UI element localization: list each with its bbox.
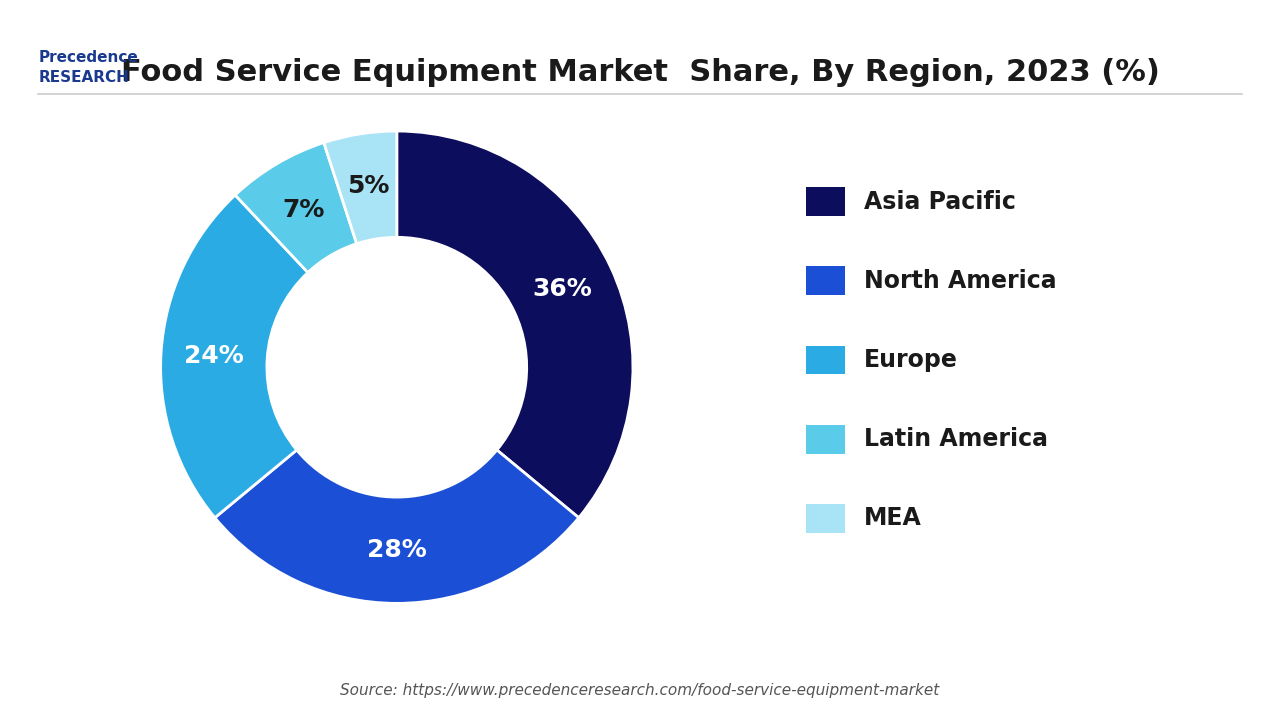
- Text: 36%: 36%: [532, 277, 593, 301]
- Text: Food Service Equipment Market  Share, By Region, 2023 (%): Food Service Equipment Market Share, By …: [120, 58, 1160, 86]
- Text: MEA: MEA: [864, 506, 922, 531]
- Text: Source: https://www.precedenceresearch.com/food-service-equipment-market: Source: https://www.precedenceresearch.c…: [340, 683, 940, 698]
- Text: Precedence
RESEARCH: Precedence RESEARCH: [38, 50, 138, 85]
- Text: Europe: Europe: [864, 348, 957, 372]
- Wedge shape: [215, 450, 579, 603]
- Wedge shape: [397, 131, 632, 518]
- Text: 24%: 24%: [184, 343, 244, 368]
- Wedge shape: [236, 143, 357, 272]
- Text: 28%: 28%: [367, 539, 426, 562]
- Text: Latin America: Latin America: [864, 427, 1048, 451]
- Wedge shape: [324, 131, 397, 243]
- Wedge shape: [161, 195, 308, 518]
- Text: 5%: 5%: [347, 174, 389, 199]
- Text: Asia Pacific: Asia Pacific: [864, 189, 1016, 214]
- Text: North America: North America: [864, 269, 1056, 293]
- Text: 7%: 7%: [283, 198, 325, 222]
